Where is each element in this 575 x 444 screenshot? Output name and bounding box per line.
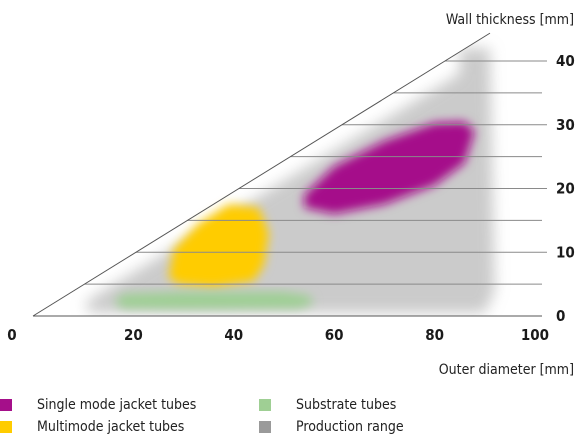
diagonal-boundary-line [32, 32, 491, 317]
x-tick-label: 20 [124, 326, 143, 344]
legend-swatch [259, 421, 271, 433]
x-tick-label: 60 [325, 326, 344, 344]
y-tick-label: 20 [556, 180, 575, 198]
x-tick-label: 0 [7, 326, 16, 344]
x-axis-title: Outer diameter [mm] [439, 362, 574, 378]
legend-label: Multimode jacket tubes [37, 419, 185, 435]
y-tick-label: 40 [556, 52, 575, 70]
legend-item: Multimode jacket tubes [0, 419, 184, 435]
legend-label: Substrate tubes [296, 397, 397, 413]
legend-item: Production range [259, 419, 404, 435]
region-substrate-tubes [113, 291, 315, 309]
legend-item: Single mode jacket tubes [0, 397, 196, 413]
legend-label: Single mode jacket tubes [37, 397, 197, 413]
legend-label: Production range [296, 419, 404, 435]
x-tick-label: 100 [521, 326, 549, 344]
regions [83, 48, 495, 313]
legend-swatch [259, 399, 271, 411]
x-tick-label: 80 [425, 326, 444, 344]
legend-item: Substrate tubes [259, 397, 396, 413]
y-tick-labels: 0 10 20 30 40 [556, 52, 575, 325]
x-tick-label: 40 [224, 326, 243, 344]
y-axis-title: Wall thickness [mm] [446, 12, 574, 28]
legend-swatch [0, 421, 12, 433]
gridlines [84, 60, 547, 285]
y-tick-label: 10 [556, 243, 575, 261]
legend-swatch [0, 399, 12, 411]
region-single-mode-jacket-tubes [304, 121, 475, 214]
region-multimode-jacket-tubes [168, 204, 269, 288]
legend: Single mode jacket tubes Multimode jacket… [0, 396, 575, 440]
axes [32, 32, 542, 317]
y-tick-label: 0 [556, 307, 565, 325]
chart: 0 20 40 60 80 100 0 10 20 30 40 Wall thickness [m… [7, 12, 575, 378]
y-tick-label: 30 [556, 116, 575, 134]
x-tick-labels: 0 20 40 60 80 100 [7, 326, 549, 344]
